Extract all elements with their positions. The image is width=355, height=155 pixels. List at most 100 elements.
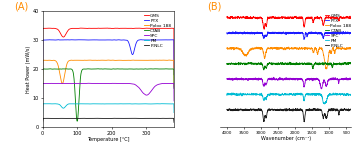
Legend: GMS, PTX, Polox 188, CTAB, SPC, PM, P-NLC: GMS, PTX, Polox 188, CTAB, SPC, PM, P-NL… <box>144 13 172 48</box>
PM <box>323 103 327 105</box>
P-NLC <box>144 117 148 119</box>
Line: PM: PM <box>227 93 351 104</box>
CTAB <box>75 120 79 122</box>
CTAB <box>148 68 153 70</box>
Text: (A): (A) <box>14 2 28 12</box>
CTAB <box>172 87 176 89</box>
SPC <box>225 78 229 80</box>
PM <box>40 115 45 116</box>
Polox 188 <box>167 59 171 61</box>
GMS <box>225 16 229 18</box>
Polox 188 <box>144 59 148 61</box>
Line: SPC: SPC <box>43 83 174 101</box>
Line: CTAB: CTAB <box>43 69 174 121</box>
SPC <box>349 78 354 80</box>
PTX <box>349 31 354 33</box>
P-NLC <box>89 117 94 119</box>
P-NLC <box>346 109 350 111</box>
PM <box>104 103 109 105</box>
CTAB <box>104 68 109 70</box>
Polox 188 <box>349 48 354 49</box>
Y-axis label: Heat Power (mW/s): Heat Power (mW/s) <box>27 45 32 93</box>
Polox 188 <box>255 46 259 48</box>
PTX <box>282 32 286 34</box>
Legend: GMS, PTX, Polox 188, CTAB, SPC, PM, P-NLC: GMS, PTX, Polox 188, CTAB, SPC, PM, P-NL… <box>324 13 352 48</box>
PM <box>225 94 229 96</box>
Line: SPC: SPC <box>227 77 351 89</box>
CTAB <box>144 68 148 70</box>
Line: Polox 188: Polox 188 <box>227 47 351 69</box>
PM <box>101 103 105 105</box>
Line: PM: PM <box>43 104 174 115</box>
Polox 188 <box>172 86 176 88</box>
PTX <box>285 33 290 34</box>
PTX <box>342 31 346 33</box>
Line: GMS: GMS <box>43 28 174 68</box>
SPC <box>272 76 276 78</box>
SPC <box>231 78 235 80</box>
PTX <box>47 39 51 41</box>
Line: CTAB: CTAB <box>227 62 351 70</box>
GMS <box>282 17 286 19</box>
P-NLC <box>168 117 172 119</box>
PTX <box>40 74 45 76</box>
X-axis label: Temperature [°C]: Temperature [°C] <box>87 137 130 142</box>
P-NLC <box>40 122 45 123</box>
PTX <box>172 74 176 76</box>
P-NLC <box>168 117 173 119</box>
P-NLC <box>47 117 51 119</box>
PTX <box>346 31 350 33</box>
GMS <box>231 17 235 19</box>
SPC <box>168 83 173 84</box>
Text: (B): (B) <box>207 2 221 12</box>
GMS <box>101 27 105 29</box>
PTX <box>168 39 172 41</box>
PM <box>346 94 350 96</box>
P-NLC <box>346 109 350 111</box>
CTAB <box>225 63 229 65</box>
P-NLC <box>302 121 306 123</box>
CTAB <box>285 62 290 64</box>
SPC <box>172 100 176 102</box>
PM <box>285 94 290 96</box>
P-NLC <box>282 108 286 110</box>
PM <box>168 103 173 105</box>
CTAB <box>47 68 51 70</box>
CTAB <box>323 62 327 64</box>
P-NLC <box>231 109 235 111</box>
SPC <box>323 82 327 84</box>
GMS <box>349 16 354 18</box>
Polox 188 <box>324 68 328 70</box>
P-NLC <box>104 117 109 119</box>
PTX <box>231 32 235 34</box>
CTAB <box>40 87 45 89</box>
CTAB <box>262 69 266 71</box>
PTX <box>139 39 143 41</box>
Polox 188 <box>104 59 109 61</box>
SPC <box>40 100 45 102</box>
GMS <box>168 27 172 29</box>
PM <box>168 103 172 105</box>
PM <box>282 94 286 95</box>
GMS <box>78 27 83 29</box>
P-NLC <box>349 109 354 111</box>
CTAB <box>168 68 173 70</box>
Polox 188 <box>225 47 229 49</box>
PM <box>231 92 235 94</box>
GMS <box>348 15 352 17</box>
Line: P-NLC: P-NLC <box>43 118 174 122</box>
SPC <box>346 79 350 80</box>
CTAB <box>101 68 105 70</box>
Polox 188 <box>346 47 350 49</box>
PTX <box>323 31 327 33</box>
Polox 188 <box>282 47 286 49</box>
Line: P-NLC: P-NLC <box>227 108 351 122</box>
X-axis label: Wavenumber (cm⁻¹): Wavenumber (cm⁻¹) <box>261 136 311 141</box>
GMS <box>346 16 350 18</box>
PTX <box>225 32 229 34</box>
PTX <box>346 32 350 33</box>
PM <box>230 92 234 94</box>
PTX <box>168 39 173 41</box>
GMS <box>144 27 148 29</box>
Polox 188 <box>231 47 235 49</box>
